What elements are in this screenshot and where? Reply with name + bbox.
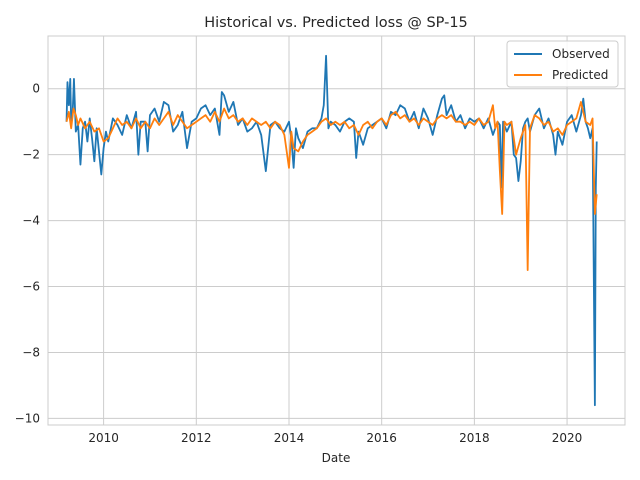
plot-frame bbox=[47, 35, 626, 426]
grid bbox=[48, 36, 625, 425]
series-line-predicted bbox=[65, 101, 598, 271]
y-tick-label: 0 bbox=[32, 82, 40, 96]
x-axis-label: Date bbox=[322, 451, 351, 465]
x-tick-label: 2012 bbox=[181, 431, 212, 445]
series-line-observed bbox=[65, 54, 598, 407]
y-tick-label: −6 bbox=[22, 280, 40, 294]
legend-label-observed: Observed bbox=[552, 47, 610, 61]
x-tick-label: 2014 bbox=[274, 431, 305, 445]
tick-labels: 2010 2012 2014 2016 2018 2020 0 −2 −4 −6 −8 −10 bbox=[15, 82, 583, 445]
x-tick-label: 2016 bbox=[366, 431, 397, 445]
y-tick-label: −10 bbox=[15, 411, 40, 425]
chart-title: Historical vs. Predicted loss @ SP-15 bbox=[204, 15, 468, 31]
plot-background bbox=[48, 36, 625, 425]
series-layer bbox=[65, 54, 598, 407]
x-tick-label: 2010 bbox=[88, 431, 119, 445]
x-tick-label: 2020 bbox=[552, 431, 583, 445]
y-tick-label: −4 bbox=[22, 214, 40, 228]
y-tick-label: −8 bbox=[22, 345, 40, 359]
legend-label-predicted: Predicted bbox=[552, 68, 608, 82]
x-tick-label: 2018 bbox=[459, 431, 490, 445]
y-tick-label: −2 bbox=[22, 148, 40, 162]
legend: Observed Predicted bbox=[506, 40, 619, 88]
